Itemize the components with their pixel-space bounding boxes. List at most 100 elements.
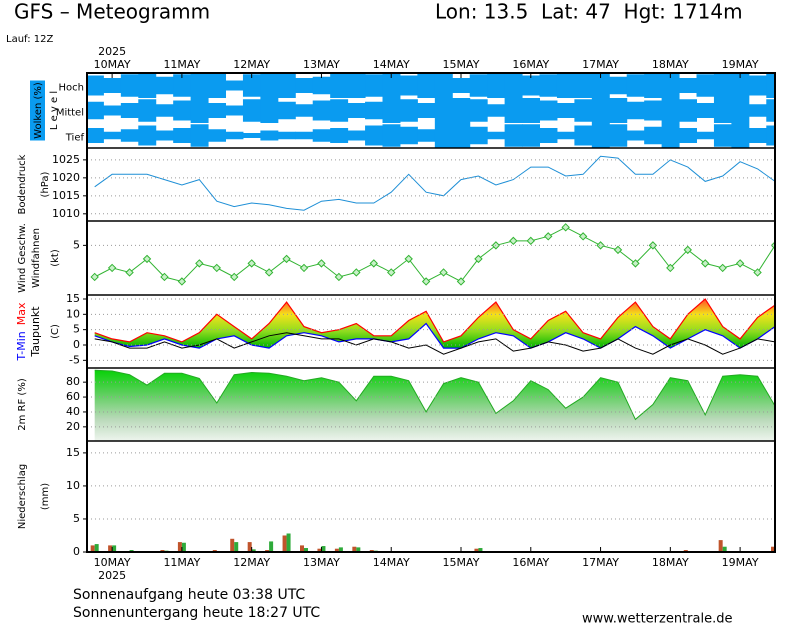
cloud-cell bbox=[661, 73, 680, 98]
marker bbox=[334, 272, 344, 282]
cloud-cell bbox=[138, 73, 157, 98]
cloud-cell bbox=[626, 101, 645, 120]
cloud-cell bbox=[766, 73, 775, 98]
cloud-cell bbox=[277, 101, 296, 120]
x-tick-label: 19MAY bbox=[722, 556, 759, 569]
bar bbox=[352, 546, 357, 552]
bar bbox=[304, 548, 309, 552]
marker bbox=[195, 259, 204, 268]
cloud-cell bbox=[574, 125, 593, 146]
bar bbox=[247, 542, 252, 552]
y-axis-label: Wind Geschw. bbox=[17, 223, 28, 293]
bar bbox=[230, 538, 235, 552]
y-axis-label: (kt) bbox=[50, 249, 61, 267]
x-tick-label: 11MAY bbox=[163, 556, 200, 569]
cloud-cell bbox=[365, 101, 384, 120]
cloud-cell bbox=[696, 74, 715, 97]
y-axis-label: (mm) bbox=[40, 483, 51, 510]
bar bbox=[321, 546, 326, 552]
cloud-cell bbox=[138, 99, 157, 122]
bar bbox=[112, 545, 117, 552]
y-axis-label: Niederschlag bbox=[17, 464, 28, 529]
cloud-cell bbox=[330, 73, 349, 98]
x-tick-label: 17MAY bbox=[582, 58, 619, 71]
marker bbox=[247, 259, 256, 268]
marker bbox=[212, 263, 221, 273]
cloud-cell bbox=[609, 124, 628, 147]
bar bbox=[269, 541, 274, 552]
y-axis-label: Taupunkt bbox=[29, 306, 42, 358]
cloud-cell bbox=[87, 128, 104, 143]
panel bbox=[87, 73, 775, 148]
marker bbox=[90, 272, 99, 282]
cloud-cell bbox=[260, 130, 279, 141]
marker bbox=[578, 232, 588, 241]
y-tick-label: 60 bbox=[66, 390, 80, 403]
cloud-cell bbox=[504, 124, 523, 147]
frame bbox=[86, 72, 776, 553]
x-tick-label: 12MAY bbox=[233, 58, 270, 71]
marker bbox=[264, 268, 274, 277]
cloud-cell bbox=[225, 131, 244, 140]
bar bbox=[317, 548, 322, 552]
cloud-cell bbox=[696, 103, 715, 118]
title: GFS – Meteogramm bbox=[14, 0, 210, 24]
cloud-cell bbox=[295, 78, 314, 93]
marker bbox=[387, 268, 396, 277]
cloud-cell bbox=[731, 98, 750, 123]
cloud-cell bbox=[539, 100, 558, 121]
cloud-cell bbox=[487, 104, 506, 117]
cloud-cell bbox=[365, 74, 384, 97]
year-label: 2025 bbox=[98, 569, 126, 582]
x-tick-label: 13MAY bbox=[303, 58, 340, 71]
line bbox=[94, 322, 775, 349]
area bbox=[94, 370, 775, 441]
cloud-cell bbox=[382, 124, 401, 147]
cloud-cell bbox=[766, 99, 775, 122]
y-tick-label: 5 bbox=[73, 323, 80, 336]
bar bbox=[108, 545, 113, 552]
marker bbox=[474, 254, 483, 264]
cloud-cell bbox=[591, 123, 610, 148]
y-axis-label: L e v e l bbox=[49, 91, 60, 130]
cloud-cell bbox=[556, 131, 575, 140]
y-tick-label: 5 bbox=[73, 512, 80, 525]
marker bbox=[561, 223, 570, 232]
bar bbox=[286, 533, 291, 552]
marker bbox=[509, 236, 518, 246]
line bbox=[94, 155, 775, 211]
cloud-cell bbox=[190, 73, 209, 98]
x-tick-label: 19MAY bbox=[722, 58, 759, 71]
cloud-cell bbox=[173, 100, 192, 121]
cloud-cell bbox=[347, 103, 366, 118]
cloud-cell bbox=[591, 73, 610, 98]
temperature-band bbox=[94, 299, 775, 349]
cloud-cell bbox=[103, 105, 122, 116]
cloud-cell bbox=[155, 104, 174, 117]
cloud-cell bbox=[644, 100, 663, 121]
marker bbox=[613, 245, 623, 255]
cloud-cell bbox=[469, 126, 488, 145]
cloud-cell bbox=[347, 73, 366, 98]
x-tick-label: 16MAY bbox=[512, 58, 549, 71]
cloud-cell bbox=[434, 73, 453, 98]
y-label-background bbox=[30, 80, 45, 141]
panel bbox=[94, 369, 775, 441]
cloud-cell bbox=[155, 76, 174, 95]
cloud-cell bbox=[731, 123, 750, 148]
x-tick-label: 17MAY bbox=[582, 556, 619, 569]
cloud-cell bbox=[679, 99, 698, 122]
marker bbox=[596, 241, 605, 250]
cloud-cell bbox=[103, 131, 122, 140]
y-axis-label: (hPa) bbox=[40, 171, 51, 197]
cloud-cell bbox=[766, 125, 775, 146]
cloud-cell bbox=[731, 73, 750, 98]
y-axis-label-part: T-Min bbox=[15, 331, 28, 361]
marker bbox=[439, 268, 448, 277]
cloud-cell bbox=[452, 78, 471, 93]
cloud-cell bbox=[679, 128, 698, 143]
y-tick-label: 10 bbox=[66, 307, 80, 320]
cloud-cell bbox=[87, 101, 104, 120]
marker bbox=[125, 268, 134, 277]
bar bbox=[90, 545, 95, 552]
